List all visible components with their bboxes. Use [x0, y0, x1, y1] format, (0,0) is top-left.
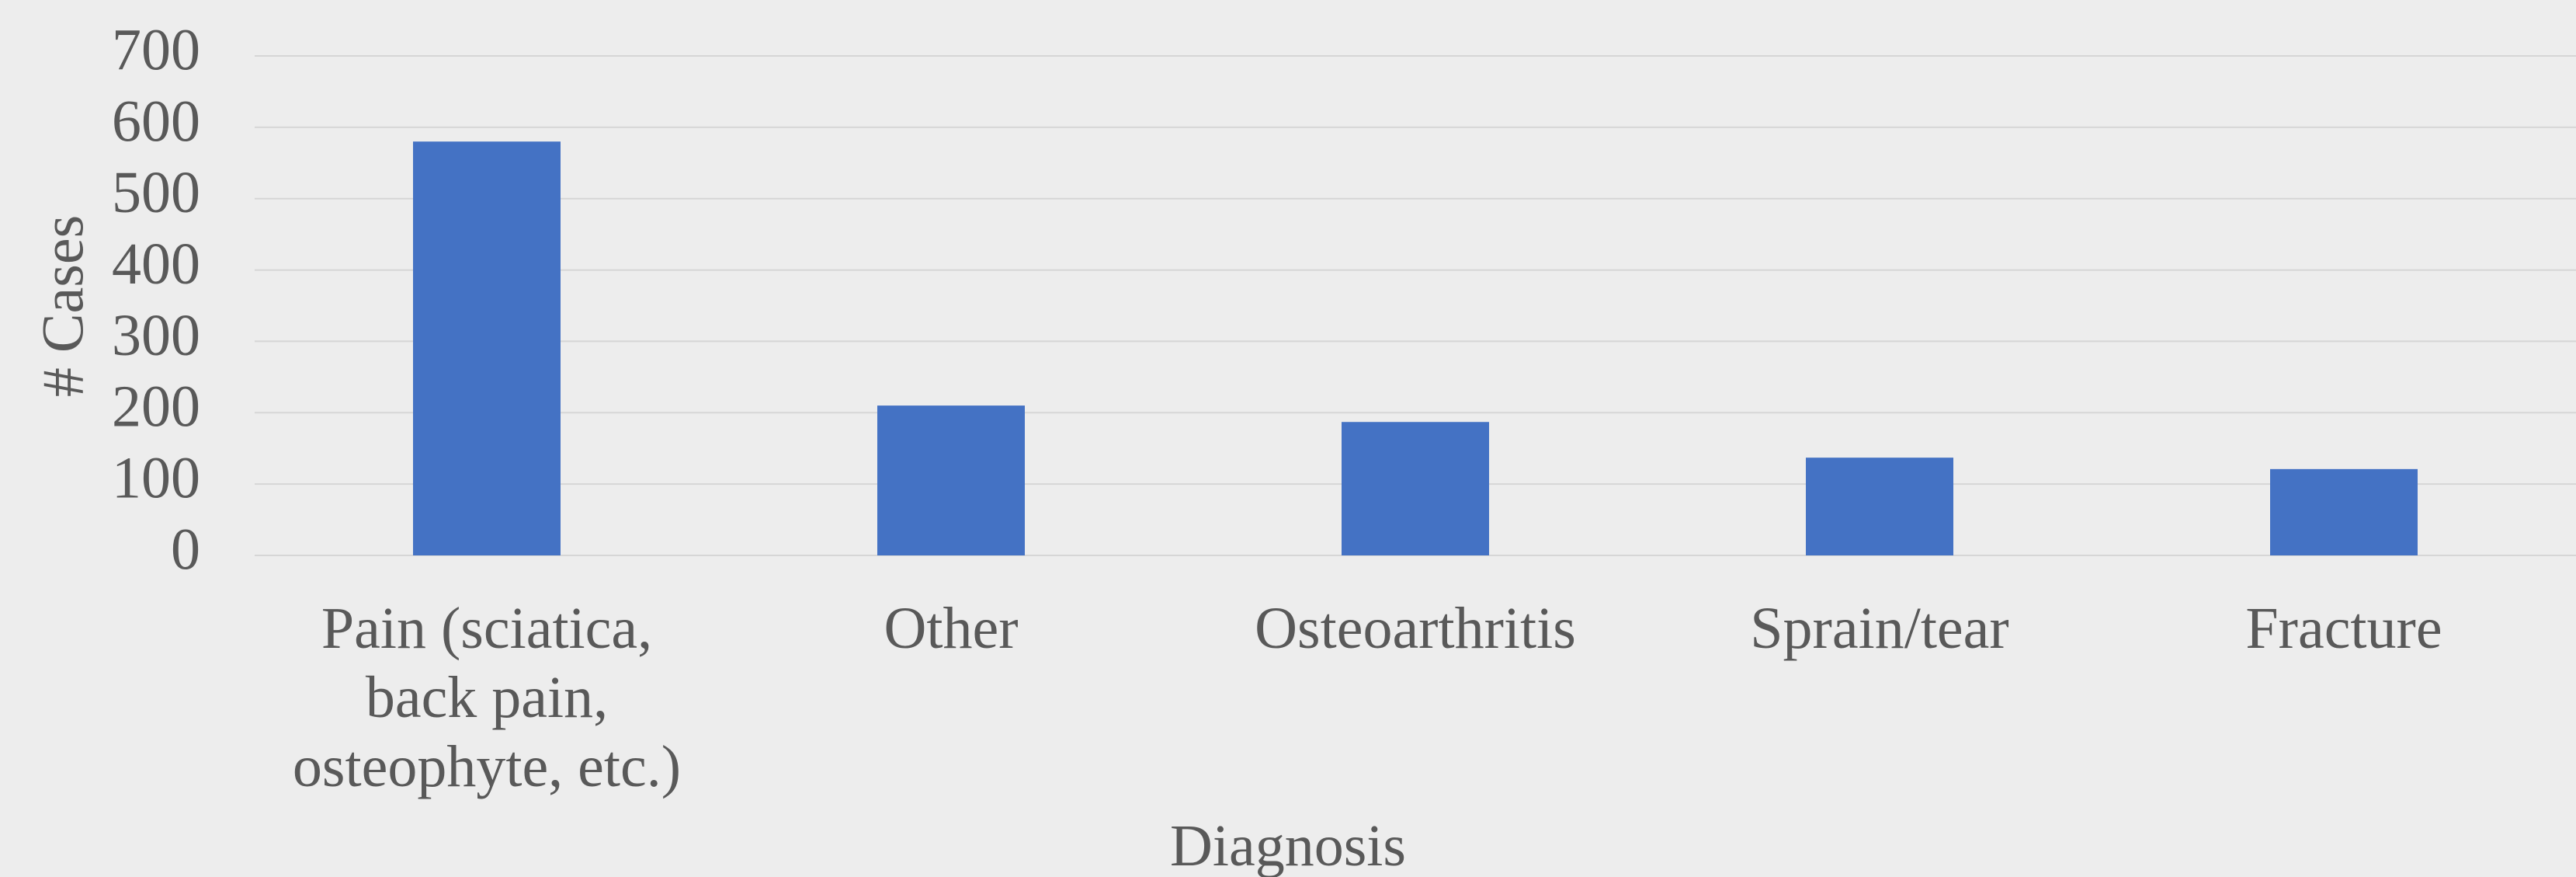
y-tick-label: 500: [112, 160, 200, 225]
y-tick-label: 300: [112, 303, 200, 368]
y-tick-label: 600: [112, 89, 200, 154]
x-tick-label: Fracture: [2245, 596, 2442, 661]
x-tick-label: Other: [884, 596, 1019, 661]
x-tick-label: Sprain/tear: [1750, 596, 2009, 661]
y-tick-label: 100: [112, 446, 200, 511]
bar: [1806, 458, 1953, 555]
x-axis-title: Diagnosis: [1170, 813, 1406, 877]
bar: [413, 141, 561, 555]
y-tick-label: 400: [112, 231, 200, 297]
x-tick-label: Pain (sciatica, back pain, osteophyte, e…: [292, 596, 682, 799]
y-tick-label: 0: [171, 517, 200, 582]
y-axis-title: # Cases: [30, 215, 95, 397]
bar: [2270, 468, 2418, 555]
y-tick-label: 700: [112, 17, 200, 82]
bar: [1342, 422, 1489, 555]
bar: [877, 405, 1025, 555]
y-tick-label: 200: [112, 374, 200, 440]
x-tick-label: Osteoarthritis: [1255, 596, 1576, 661]
